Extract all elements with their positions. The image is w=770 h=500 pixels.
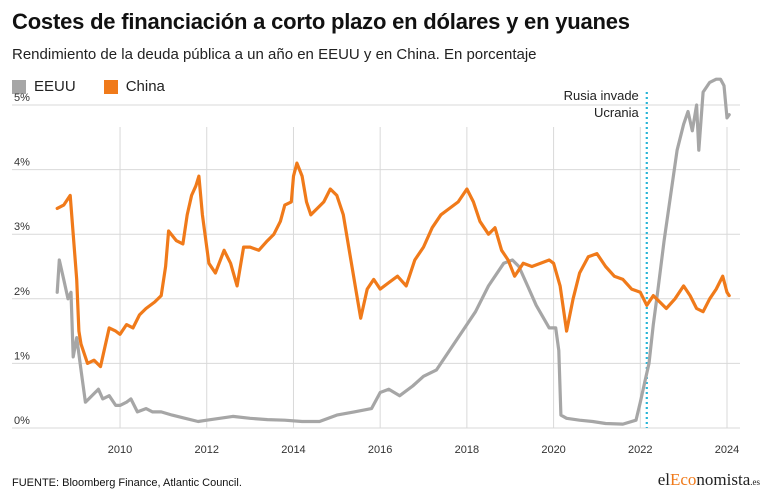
chart-subtitle: Rendimiento de la deuda pública a un año… [12, 46, 537, 63]
series-line-china [55, 161, 731, 369]
chart-legend: EEUU China [12, 78, 193, 95]
legend-label-eeuu: EEUU [34, 78, 76, 95]
chart-title: Costes de financiación a corto plazo en … [12, 9, 630, 34]
x-tick-label: 2020 [541, 444, 565, 456]
x-tick-label: 2018 [455, 444, 479, 456]
legend-swatch-eeuu [12, 79, 26, 94]
annotation-label: Ucrania [594, 105, 640, 120]
series-layer [55, 77, 731, 426]
grid-layer [12, 104, 740, 429]
legend-label-china: China [125, 78, 165, 95]
logo-accent: Eco [669, 470, 697, 489]
tick-layer: 0% 1% 2% 3% 4% 5% 2010 2012 2014 2016 2018 2020 2022… [14, 92, 739, 456]
source-note: FUENTE: Bloomberg Finance, Atlantic Coun… [12, 477, 242, 489]
series-line-eeuu [55, 77, 731, 426]
y-tick-label: 2% [14, 286, 30, 298]
logo-prefix: el [657, 470, 670, 489]
legend-item-eeuu: EEUU [12, 78, 76, 95]
x-tick-label: 2022 [628, 444, 652, 456]
publisher-logo: elEconomista.es [658, 470, 760, 490]
logo-suffix: nomista [696, 470, 751, 489]
x-tick-label: 2016 [368, 444, 392, 456]
legend-item-china: China [103, 78, 165, 95]
y-tick-label: 1% [14, 350, 30, 362]
x-tick-label: 2024 [715, 444, 739, 456]
x-tick-label: 2010 [108, 444, 132, 456]
legend-swatch-china [103, 79, 118, 94]
y-tick-label: 3% [14, 221, 30, 233]
x-tick-label: 2012 [195, 444, 219, 456]
y-tick-label: 0% [14, 415, 30, 427]
annotation-layer: Rusia invade Ucrania [564, 88, 648, 428]
x-tick-label: 2014 [281, 444, 305, 456]
y-tick-label: 4% [14, 157, 30, 169]
annotation-label: Rusia invade [564, 88, 639, 103]
logo-tld: .es [750, 477, 760, 487]
y-tick-label: 5% [14, 92, 30, 104]
